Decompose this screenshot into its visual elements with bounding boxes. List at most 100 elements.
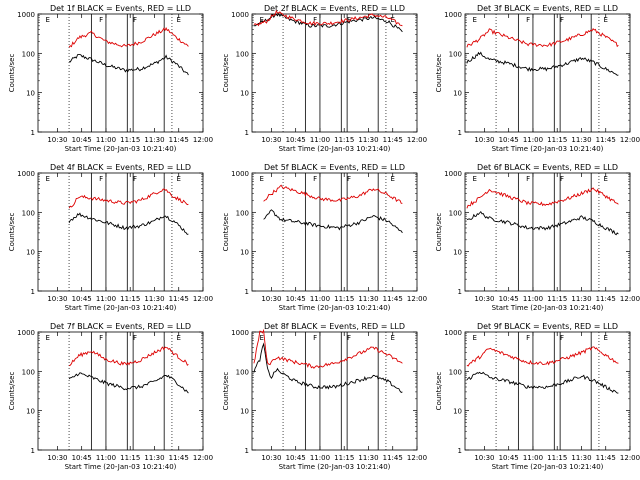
- x-axis-label: Start Time (20-Jan-03 10:21:40): [279, 463, 391, 471]
- plot-frame: [251, 331, 418, 451]
- lld-series-line: [68, 346, 189, 367]
- x-tick-label: 11:30: [571, 136, 591, 144]
- x-tick-label: 10:45: [72, 454, 92, 462]
- x-tick-label: 11:45: [169, 454, 189, 462]
- x-tick-label: 11:45: [596, 454, 616, 462]
- x-tick-label: 10:45: [286, 136, 306, 144]
- interval-marker-F: F: [133, 16, 137, 24]
- x-tick-label: 11:15: [334, 295, 354, 303]
- interval-marker-E: E: [177, 334, 181, 342]
- y-tick-label: 1: [245, 129, 249, 137]
- y-tick-label: 100: [22, 209, 35, 217]
- y-tick-label: 1000: [444, 170, 462, 178]
- x-tick-label: 10:45: [499, 295, 519, 303]
- detector-panel-5: Det 5f BLACK = Events, RED = LLD 1 10 100 10…: [222, 163, 427, 312]
- x-tick-label: 11:45: [169, 136, 189, 144]
- x-tick-label: 11:30: [144, 295, 164, 303]
- y-tick-label: 10: [453, 90, 462, 98]
- lld-series-line: [466, 28, 619, 48]
- interval-marker-F: F: [560, 175, 564, 183]
- lld-series-line: [263, 184, 403, 204]
- y-tick-label: 100: [236, 209, 249, 217]
- x-axis-label: Start Time (20-Jan-03 10:21:40): [65, 304, 177, 312]
- x-tick-label: 12:00: [193, 454, 213, 462]
- panel-title: Det 6f BLACK = Events, RED = LLD: [477, 163, 618, 172]
- x-tick-label: 10:30: [261, 295, 281, 303]
- lld-series-line: [68, 26, 189, 48]
- x-tick-label: 10:30: [474, 295, 494, 303]
- interval-marker-E: E: [391, 175, 395, 183]
- y-tick-label: 100: [22, 50, 35, 58]
- y-tick-label: 1: [458, 288, 462, 296]
- y-axis-label: Counts/sec: [222, 372, 230, 411]
- panel-title: Det 3f BLACK = Events, RED = LLD: [477, 4, 618, 13]
- y-tick-label: 1: [245, 447, 249, 455]
- x-tick-label: 11:30: [358, 136, 378, 144]
- interval-marker-E: E: [472, 16, 476, 24]
- x-tick-label: 11:15: [547, 454, 567, 462]
- y-axis-label: Counts/sec: [435, 54, 443, 93]
- panel-title: Det 2f BLACK = Events, RED = LLD: [264, 4, 405, 13]
- panel-title: Det 7f BLACK = Events, RED = LLD: [50, 322, 191, 331]
- x-tick-label: 11:00: [96, 454, 116, 462]
- x-tick-label: 11:00: [310, 295, 330, 303]
- interval-marker-E: E: [177, 16, 181, 24]
- interval-marker-E: E: [45, 175, 49, 183]
- interval-marker-F: F: [99, 334, 103, 342]
- panel-title: Det 4f BLACK = Events, RED = LLD: [50, 163, 191, 172]
- interval-marker-E: E: [259, 175, 263, 183]
- y-tick-label: 10: [453, 408, 462, 416]
- interval-marker-E: E: [45, 334, 49, 342]
- x-tick-label: 10:30: [47, 136, 67, 144]
- x-tick-label: 12:00: [620, 454, 640, 462]
- x-tick-label: 12:00: [620, 136, 640, 144]
- plot-frame: [464, 172, 631, 292]
- panel-title: Det 5f BLACK = Events, RED = LLD: [264, 163, 405, 172]
- interval-marker-E: E: [259, 334, 263, 342]
- plot-frame: [37, 331, 204, 451]
- y-tick-label: 10: [240, 90, 249, 98]
- x-tick-label: 11:30: [358, 454, 378, 462]
- x-tick-label: 11:15: [120, 454, 140, 462]
- y-tick-label: 1000: [231, 170, 249, 178]
- y-axis-label: Counts/sec: [222, 54, 230, 93]
- y-tick-label: 100: [236, 50, 249, 58]
- y-tick-label: 1: [458, 447, 462, 455]
- y-axis-label: Counts/sec: [435, 372, 443, 411]
- x-tick-label: 12:00: [193, 136, 213, 144]
- interval-marker-F: F: [313, 334, 317, 342]
- x-tick-label: 11:00: [523, 295, 543, 303]
- events-series-line: [253, 342, 403, 393]
- y-tick-label: 1000: [231, 11, 249, 19]
- y-axis-label: Counts/sec: [8, 372, 16, 411]
- interval-marker-F: F: [526, 175, 530, 183]
- events-series-line: [68, 53, 189, 76]
- y-axis-label: Counts/sec: [8, 213, 16, 252]
- detector-panel-4: Det 4f BLACK = Events, RED = LLD 1 10 100 10…: [8, 163, 213, 312]
- y-axis-label: Counts/sec: [222, 213, 230, 252]
- plot-frame: [464, 331, 631, 451]
- x-tick-label: 12:00: [407, 295, 427, 303]
- interval-marker-E: E: [604, 334, 608, 342]
- y-tick-label: 10: [26, 90, 35, 98]
- lld-series-line: [68, 188, 189, 209]
- interval-marker-F: F: [560, 16, 564, 24]
- events-series-line: [466, 210, 619, 236]
- x-tick-label: 10:30: [261, 454, 281, 462]
- lld-series-line: [253, 9, 403, 27]
- x-tick-label: 10:30: [47, 454, 67, 462]
- events-series-line: [466, 371, 619, 394]
- events-series-line: [466, 51, 619, 76]
- y-tick-label: 100: [449, 50, 462, 58]
- interval-marker-F: F: [526, 16, 530, 24]
- interval-marker-E: E: [45, 16, 49, 24]
- interval-marker-F: F: [313, 16, 317, 24]
- x-tick-label: 11:15: [120, 295, 140, 303]
- y-tick-label: 1000: [17, 170, 35, 178]
- interval-marker-E: E: [259, 16, 263, 24]
- y-tick-label: 10: [240, 408, 249, 416]
- x-tick-label: 11:15: [547, 136, 567, 144]
- x-tick-label: 10:45: [72, 295, 92, 303]
- y-tick-label: 1000: [17, 11, 35, 19]
- x-tick-label: 10:30: [47, 295, 67, 303]
